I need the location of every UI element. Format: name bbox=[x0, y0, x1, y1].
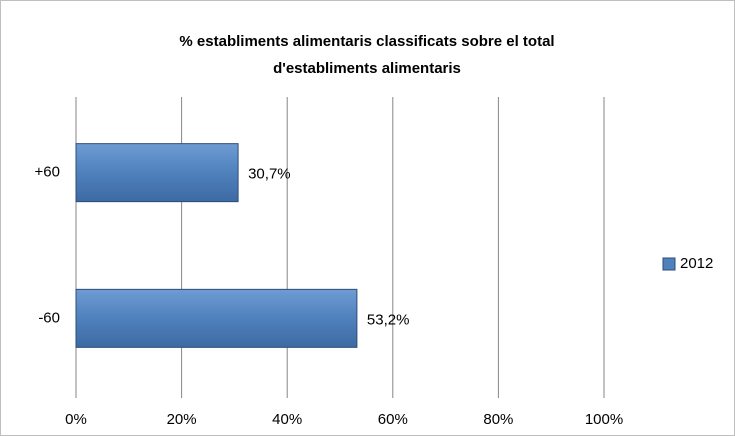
x-tick-label: 100% bbox=[585, 411, 623, 428]
chart-title: % establiments alimentaris classificats … bbox=[179, 33, 554, 50]
y-tick-label: +60 bbox=[35, 164, 60, 181]
x-tick-label: 0% bbox=[65, 411, 87, 428]
legend-swatch bbox=[662, 257, 676, 271]
x-tick-label: 40% bbox=[272, 411, 302, 428]
x-tick-label: 20% bbox=[167, 411, 197, 428]
data-label: 53,2% bbox=[367, 311, 410, 328]
y-tick-label: -60 bbox=[38, 309, 60, 326]
x-tick-label: 80% bbox=[483, 411, 513, 428]
data-label: 30,7% bbox=[248, 166, 291, 183]
chart-title: d'establiments alimentaris bbox=[273, 60, 461, 77]
legend-label: 2012 bbox=[680, 255, 713, 272]
x-tick-label: 60% bbox=[378, 411, 408, 428]
bar bbox=[75, 143, 239, 203]
bar bbox=[75, 288, 358, 348]
